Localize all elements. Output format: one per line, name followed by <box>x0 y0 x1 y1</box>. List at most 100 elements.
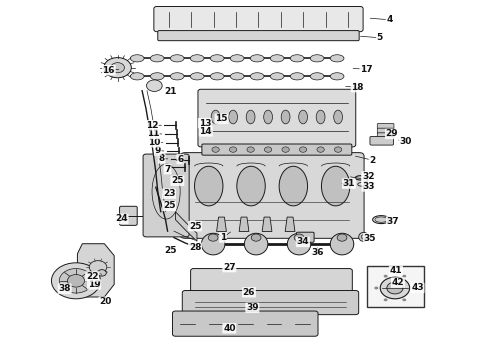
Ellipse shape <box>330 55 344 62</box>
Text: 43: 43 <box>411 284 424 292</box>
Polygon shape <box>175 212 197 241</box>
FancyBboxPatch shape <box>154 6 363 32</box>
Ellipse shape <box>359 233 368 241</box>
Text: 25: 25 <box>164 246 177 255</box>
FancyBboxPatch shape <box>120 206 137 225</box>
FancyBboxPatch shape <box>198 89 356 147</box>
Text: 40: 40 <box>223 324 236 333</box>
Ellipse shape <box>230 55 244 62</box>
Ellipse shape <box>130 73 144 80</box>
Ellipse shape <box>330 233 354 255</box>
FancyBboxPatch shape <box>158 31 359 41</box>
FancyBboxPatch shape <box>377 128 394 133</box>
Text: 17: 17 <box>360 65 373 74</box>
Circle shape <box>384 275 388 278</box>
Ellipse shape <box>316 110 325 124</box>
Ellipse shape <box>334 147 342 152</box>
Ellipse shape <box>230 73 244 80</box>
Circle shape <box>67 274 84 287</box>
Ellipse shape <box>208 234 218 241</box>
Ellipse shape <box>171 73 184 80</box>
Text: 14: 14 <box>199 127 212 136</box>
Text: 25: 25 <box>189 222 201 231</box>
Ellipse shape <box>237 166 265 206</box>
FancyBboxPatch shape <box>202 144 352 155</box>
Text: 6: 6 <box>177 154 183 163</box>
Bar <box>367 266 424 307</box>
Ellipse shape <box>171 55 184 62</box>
Text: 3: 3 <box>362 175 368 184</box>
Ellipse shape <box>287 233 311 255</box>
Ellipse shape <box>212 147 220 152</box>
Polygon shape <box>262 217 272 231</box>
Text: 18: 18 <box>351 83 364 91</box>
FancyBboxPatch shape <box>172 311 318 336</box>
Ellipse shape <box>210 55 224 62</box>
Ellipse shape <box>290 73 304 80</box>
Ellipse shape <box>355 176 366 180</box>
Text: 20: 20 <box>99 297 112 306</box>
Text: 22: 22 <box>86 272 98 281</box>
Text: 11: 11 <box>147 129 159 138</box>
Circle shape <box>51 263 100 299</box>
Ellipse shape <box>211 110 220 124</box>
Circle shape <box>387 282 403 294</box>
Ellipse shape <box>247 147 254 152</box>
Ellipse shape <box>229 110 238 124</box>
Text: 29: 29 <box>386 129 398 138</box>
FancyBboxPatch shape <box>191 269 352 294</box>
Polygon shape <box>217 217 226 231</box>
Ellipse shape <box>264 110 272 124</box>
FancyBboxPatch shape <box>143 154 189 237</box>
Ellipse shape <box>321 166 350 206</box>
Text: 19: 19 <box>88 280 100 289</box>
FancyBboxPatch shape <box>377 123 394 129</box>
Text: 28: 28 <box>189 243 201 252</box>
Ellipse shape <box>282 147 289 152</box>
Ellipse shape <box>270 55 284 62</box>
Circle shape <box>402 298 406 301</box>
Ellipse shape <box>330 73 344 80</box>
Circle shape <box>374 287 378 289</box>
Polygon shape <box>285 217 295 231</box>
Text: 32: 32 <box>362 172 375 181</box>
Ellipse shape <box>251 234 261 241</box>
Ellipse shape <box>229 147 237 152</box>
Text: 23: 23 <box>163 189 175 198</box>
Text: 27: 27 <box>223 263 236 271</box>
Ellipse shape <box>250 55 264 62</box>
Ellipse shape <box>317 147 324 152</box>
Text: 35: 35 <box>364 234 376 243</box>
Text: 5: 5 <box>377 33 383 42</box>
Text: 37: 37 <box>387 217 399 226</box>
Circle shape <box>111 63 124 73</box>
FancyBboxPatch shape <box>296 232 314 242</box>
Ellipse shape <box>294 234 304 241</box>
Circle shape <box>104 58 131 78</box>
Circle shape <box>59 269 93 293</box>
Ellipse shape <box>150 55 164 62</box>
Text: 26: 26 <box>243 288 255 297</box>
Text: 39: 39 <box>246 303 259 312</box>
Ellipse shape <box>279 166 308 206</box>
Text: 12: 12 <box>146 121 158 130</box>
Text: 36: 36 <box>311 248 324 257</box>
Polygon shape <box>239 217 249 231</box>
FancyBboxPatch shape <box>182 291 359 315</box>
Text: 9: 9 <box>154 146 161 155</box>
Text: 8: 8 <box>159 154 165 163</box>
Ellipse shape <box>281 110 290 124</box>
Ellipse shape <box>290 55 304 62</box>
Text: 1: 1 <box>220 233 226 242</box>
Ellipse shape <box>310 73 324 80</box>
Text: 31: 31 <box>343 179 355 188</box>
Ellipse shape <box>375 217 388 222</box>
Ellipse shape <box>195 166 223 206</box>
Ellipse shape <box>334 110 343 124</box>
Text: 24: 24 <box>115 214 128 223</box>
Text: 16: 16 <box>102 66 115 75</box>
Text: 41: 41 <box>390 266 402 275</box>
Ellipse shape <box>210 73 224 80</box>
Ellipse shape <box>250 73 264 80</box>
Ellipse shape <box>201 233 225 255</box>
